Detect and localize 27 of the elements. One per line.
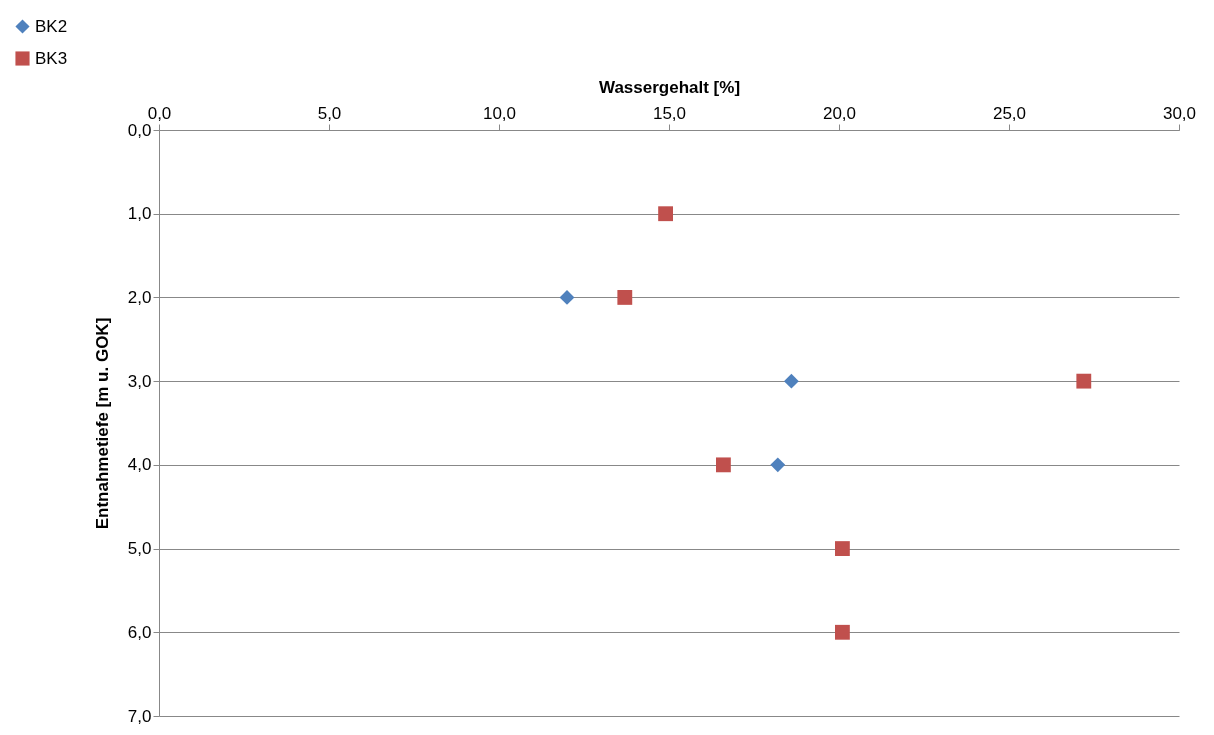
x-axis-title: Wassergehalt [%]	[598, 77, 741, 97]
y-tick-label: 4,0	[127, 455, 152, 475]
y-tick-label: 0,0	[127, 120, 152, 140]
y-tick-label: 5,0	[127, 539, 152, 559]
y-tick-label: 7,0	[127, 706, 152, 726]
y-axis-title: Entnahmetiefe [m u. GOK]	[92, 317, 112, 530]
point	[834, 541, 850, 556]
x-tick-label: 5,0	[317, 103, 342, 123]
y-tick-label: 2,0	[127, 287, 152, 307]
y-tick-label: 3,0	[127, 371, 152, 391]
point	[617, 290, 633, 305]
point	[658, 206, 674, 222]
point	[834, 624, 850, 640]
legend-label: BK3	[35, 48, 68, 68]
legend-label: BK2	[35, 16, 68, 36]
y-tick-label: 1,0	[127, 204, 152, 224]
x-tick-label: 20,0	[822, 103, 857, 123]
y-tick-label: 6,0	[127, 622, 152, 642]
x-tick-label: 30,0	[1162, 103, 1197, 123]
point	[1076, 373, 1092, 389]
x-tick-label: 10,0	[482, 103, 517, 123]
point	[783, 373, 799, 389]
x-tick-label: 25,0	[992, 103, 1027, 123]
point	[770, 457, 786, 473]
point	[715, 457, 731, 473]
x-tick-label: 0,0	[147, 103, 172, 123]
x-tick-label: 15,0	[652, 103, 687, 123]
